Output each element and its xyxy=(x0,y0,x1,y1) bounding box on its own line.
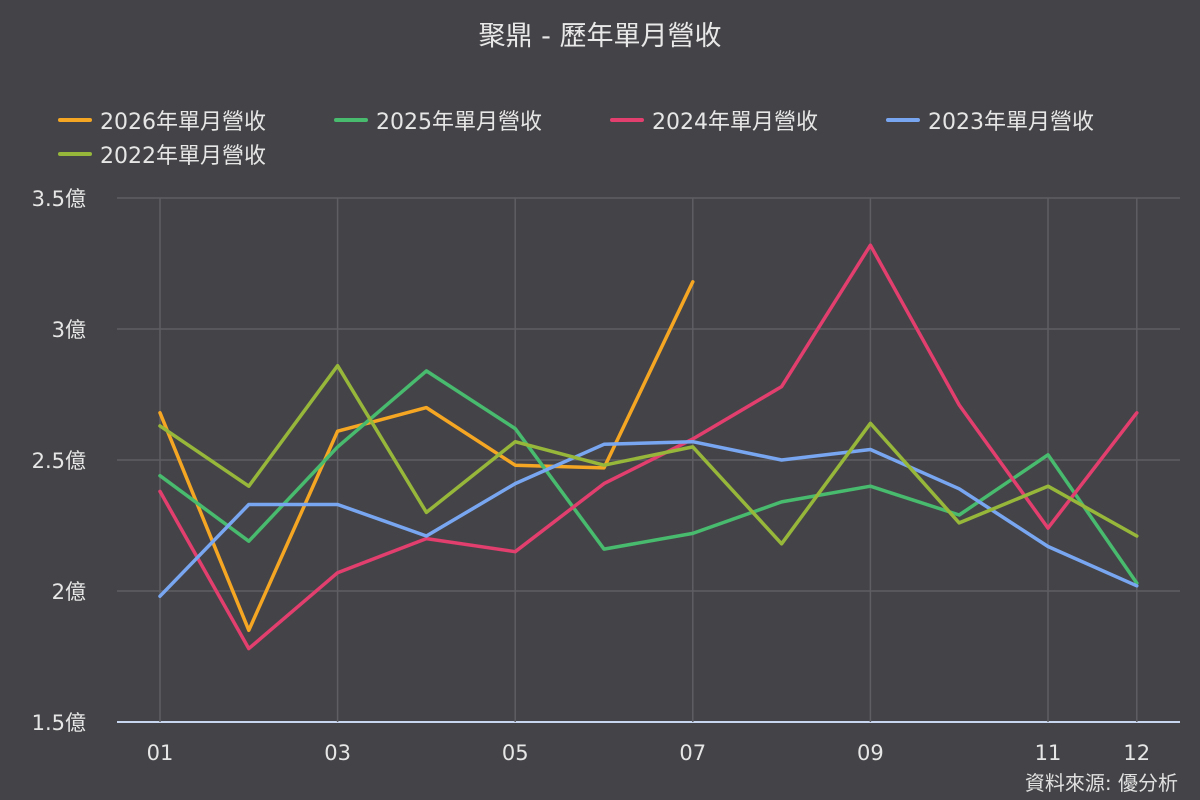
x-tick-label: 09 xyxy=(857,741,884,765)
legend-item[interactable]: 2026年單月營收 xyxy=(58,106,334,135)
legend-label: 2024年單月營收 xyxy=(652,110,818,135)
x-tick-label: 05 xyxy=(502,741,529,765)
legend-item[interactable]: 2024年單月營收 xyxy=(610,106,886,135)
series-line-2026年單月營收 xyxy=(158,280,695,633)
x-tick-label: 01 xyxy=(147,741,174,765)
legend-swatch xyxy=(610,118,644,122)
legend-label: 2022年單月營收 xyxy=(100,144,266,169)
legend-swatch xyxy=(58,152,92,156)
series-line-2024年單月營收 xyxy=(158,243,1139,651)
x-tick-label: 12 xyxy=(1123,741,1150,765)
legend-swatch xyxy=(886,118,920,122)
y-tick-label: 2億 xyxy=(52,580,86,604)
legend-swatch xyxy=(334,118,368,122)
legend-label: 2025年單月營收 xyxy=(376,110,542,135)
legend-label: 2026年單月營收 xyxy=(100,110,266,135)
series-line-2023年單月營收 xyxy=(158,439,1139,598)
legend-label: 2023年單月營收 xyxy=(928,110,1094,135)
x-tick-label: 03 xyxy=(324,741,351,765)
chart-legend: 2026年單月營收 2025年單月營收 2024年單月營收 2023年單月營收 2022… xyxy=(58,106,1178,169)
legend-item[interactable]: 2023年單月營收 xyxy=(886,106,1162,135)
legend-item[interactable]: 2022年單月營收 xyxy=(58,140,334,169)
y-tick-label: 1.5億 xyxy=(32,711,86,735)
legend-item[interactable]: 2025年單月營收 xyxy=(334,106,610,135)
y-tick-label: 3.5億 xyxy=(32,187,86,211)
data-source-label: 資料來源: 優分析 xyxy=(1024,771,1178,795)
chart-title: 聚鼎 - 歷年單月營收 xyxy=(478,21,722,52)
x-tick-label: 07 xyxy=(679,741,706,765)
legend-swatch xyxy=(58,118,92,122)
series-line-2022年單月營收 xyxy=(158,363,1139,546)
y-tick-label: 2.5億 xyxy=(32,449,86,473)
y-tick-label: 3億 xyxy=(52,318,86,342)
x-tick-label: 11 xyxy=(1035,741,1062,765)
series-line-2025年單月營收 xyxy=(158,369,1139,585)
